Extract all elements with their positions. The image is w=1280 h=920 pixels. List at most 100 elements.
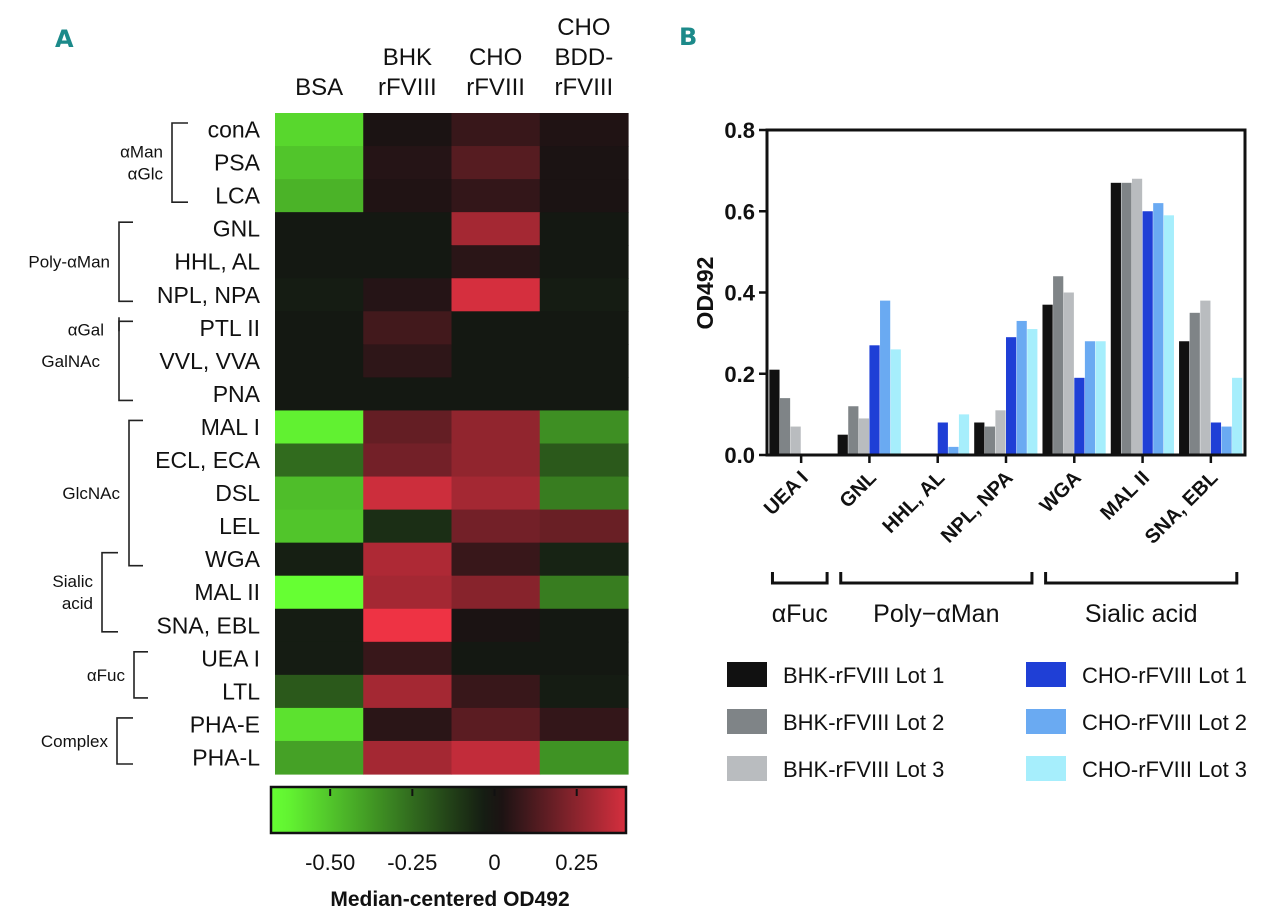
heatmap-cell-vvl-vva-bhk-rfviii xyxy=(363,344,453,378)
row-label-wga: WGA xyxy=(205,546,261,572)
colorbar-tick-label: -0.50 xyxy=(305,850,355,875)
heatmap-cell-pna-cho-rfviii xyxy=(451,377,541,412)
column-header-cho-rfviii: CHO xyxy=(469,44,522,71)
row-label-lel: LEL xyxy=(219,513,260,539)
row-group-bracket-sialic-acid xyxy=(101,551,118,633)
row-group-label-man: αMan xyxy=(120,143,163,162)
heatmap-cell-uea-i-bsa xyxy=(275,641,364,676)
panel-a-letter: A xyxy=(55,25,74,53)
row-group-bracket-glcnac xyxy=(128,419,143,567)
heatmap-cell-lca-bsa xyxy=(275,179,364,213)
bar-npl-npa-cho-rfviii-lot-1 xyxy=(1006,337,1017,455)
legend-swatch-bhk-rfviii-lot-3 xyxy=(727,756,767,781)
x-tick-label-hhl-al: HHL, AL xyxy=(878,467,949,538)
row-label-hhl-al: HHL, AL xyxy=(174,249,260,275)
heatmap-cell-ltl-cho-bdd-rfviii xyxy=(539,674,629,709)
row-group-label-glcnac: GlcNAc xyxy=(62,484,120,503)
row-label-gnl: GNL xyxy=(213,216,261,242)
row-group-bracket-complex xyxy=(116,717,133,765)
heatmap-cell-pha-e-bsa xyxy=(275,707,364,742)
row-label-pha-l: PHA-L xyxy=(192,744,260,770)
y-tick-label: 0.8 xyxy=(724,118,755,143)
legend-label-bhk-rfviii-lot-1: BHK-rFVIII Lot 1 xyxy=(783,663,944,688)
x-tick-label-npl-npa: NPL, NPA xyxy=(937,467,1018,548)
row-label-ptl-ii: PTL II xyxy=(200,315,261,341)
bar-wga-cho-rfviii-lot-2 xyxy=(1084,341,1096,455)
heatmap-cell-ptl-ii-cho-bdd-rfviii xyxy=(539,311,629,345)
legend-label-bhk-rfviii-lot-2: BHK-rFVIII Lot 2 xyxy=(783,710,944,735)
bar-hhl-al-cho-rfviii-lot-1 xyxy=(937,422,948,455)
heatmap-cell-lca-cho-bdd-rfviii xyxy=(539,179,629,213)
heatmap-cell-lel-bsa xyxy=(275,509,364,544)
heatmap-cell-mal-ii-cho-bdd-rfviii xyxy=(539,575,629,610)
legend-label-cho-rfviii-lot-2: CHO-rFVIII Lot 2 xyxy=(1082,710,1247,735)
row-group-bracket-man-glc xyxy=(171,122,188,203)
heatmap-cell-mal-ii-bsa xyxy=(275,575,364,610)
group-label-sialic-acid: Sialic acid xyxy=(1085,600,1198,628)
heatmap-cell-ltl-bhk-rfviii xyxy=(363,674,453,709)
legend-swatch-bhk-rfviii-lot-1 xyxy=(727,662,767,687)
colorbar-tick-label: 0.25 xyxy=(555,850,598,875)
heatmap-cell-dsl-cho-bdd-rfviii xyxy=(539,476,629,511)
legend-label-cho-rfviii-lot-3: CHO-rFVIII Lot 3 xyxy=(1082,757,1247,782)
heatmap-cell-ptl-ii-bhk-rfviii xyxy=(363,311,453,345)
column-header-bhk-rfviii: BHK xyxy=(383,44,432,71)
y-axis-label: OD492 xyxy=(692,257,718,330)
heatmap-cell-gnl-bsa xyxy=(275,212,364,246)
row-label-vvl-vva: VVL, VVA xyxy=(159,348,260,374)
heatmap-cell-wga-cho-rfviii xyxy=(451,542,541,577)
bar-sna-ebl-cho-rfviii-lot-1 xyxy=(1210,422,1222,455)
heatmap-cell-pha-e-bhk-rfviii xyxy=(363,707,453,742)
bar-sna-ebl-cho-rfviii-lot-3 xyxy=(1232,377,1243,455)
heatmap-cell-hhl-al-bhk-rfviii xyxy=(363,245,453,279)
bar-hhl-al-cho-rfviii-lot-3 xyxy=(958,414,970,455)
group-bracket-sialic-acid xyxy=(1044,572,1239,585)
bar-mal-ii-cho-rfviii-lot-3 xyxy=(1163,215,1174,455)
x-tick-label-sna-ebl: SNA, EBL xyxy=(1141,467,1223,549)
heatmap-cell-psa-bhk-rfviii xyxy=(363,146,453,180)
heatmap-cell-vvl-vva-bsa xyxy=(275,344,364,378)
panel-b-letter: B xyxy=(679,23,697,51)
heatmap-cell-uea-i-cho-rfviii xyxy=(451,641,541,676)
heatmap-cell-npl-npa-bhk-rfviii xyxy=(363,278,453,312)
bar-uea-i-bhk-rfviii-lot-3 xyxy=(790,426,801,455)
heatmap-cell-pha-e-cho-rfviii xyxy=(451,707,541,742)
heatmap-cell-gnl-cho-rfviii xyxy=(451,212,541,246)
heatmap-cell-ecl-eca-bhk-rfviii xyxy=(363,443,453,478)
colorbar-tick-label: 0 xyxy=(488,850,500,875)
x-tick-label-gnl: GNL xyxy=(836,467,881,512)
heatmap-cell-hhl-al-bsa xyxy=(275,245,364,279)
heatmap-cell-dsl-bhk-rfviii xyxy=(363,476,453,511)
row-label-dsl: DSL xyxy=(215,480,260,506)
y-tick-label: 0.2 xyxy=(724,362,755,387)
heatmap-cell-lca-cho-rfviii xyxy=(451,179,541,213)
bar-wga-bhk-rfviii-lot-2 xyxy=(1053,276,1064,455)
bar-mal-ii-bhk-rfviii-lot-2 xyxy=(1121,182,1132,455)
heatmap-cell-pha-l-cho-rfviii xyxy=(451,740,541,775)
heatmap-cell-lca-bhk-rfviii xyxy=(363,179,453,213)
row-label-sna-ebl: SNA, EBL xyxy=(156,612,260,638)
bar-gnl-cho-rfviii-lot-1 xyxy=(869,345,880,455)
heatmap-cell-ecl-eca-cho-rfviii xyxy=(451,443,541,478)
heatmap-cell-psa-bsa xyxy=(275,146,364,180)
row-group-bracket-poly-man xyxy=(118,221,133,303)
bar-mal-ii-cho-rfviii-lot-1 xyxy=(1142,211,1153,455)
group-label-fuc: αFuc xyxy=(772,600,828,628)
row-label-ltl: LTL xyxy=(222,678,260,704)
heatmap-cell-uea-i-bhk-rfviii xyxy=(363,641,453,676)
heatmap-cell-sna-ebl-bsa xyxy=(275,608,364,643)
heatmap-cell-mal-i-bsa xyxy=(275,410,364,445)
bar-gnl-bhk-rfviii-lot-2 xyxy=(848,406,859,455)
heatmap-cell-pha-e-cho-bdd-rfviii xyxy=(539,707,629,742)
row-label-pha-e: PHA-E xyxy=(190,711,260,737)
bar-wga-bhk-rfviii-lot-3 xyxy=(1063,292,1074,455)
heatmap-cell-cona-cho-bdd-rfviii xyxy=(539,113,629,147)
group-bracket-fuc xyxy=(770,572,829,585)
heatmap-cell-npl-npa-cho-bdd-rfviii xyxy=(539,278,629,312)
bar-npl-npa-bhk-rfviii-lot-2 xyxy=(984,426,995,455)
group-bracket-poly-man xyxy=(839,572,1034,585)
bar-uea-i-bhk-rfviii-lot-2 xyxy=(779,398,791,455)
heatmap-cell-mal-i-bhk-rfviii xyxy=(363,410,453,445)
row-label-mal-i: MAL I xyxy=(201,414,260,440)
